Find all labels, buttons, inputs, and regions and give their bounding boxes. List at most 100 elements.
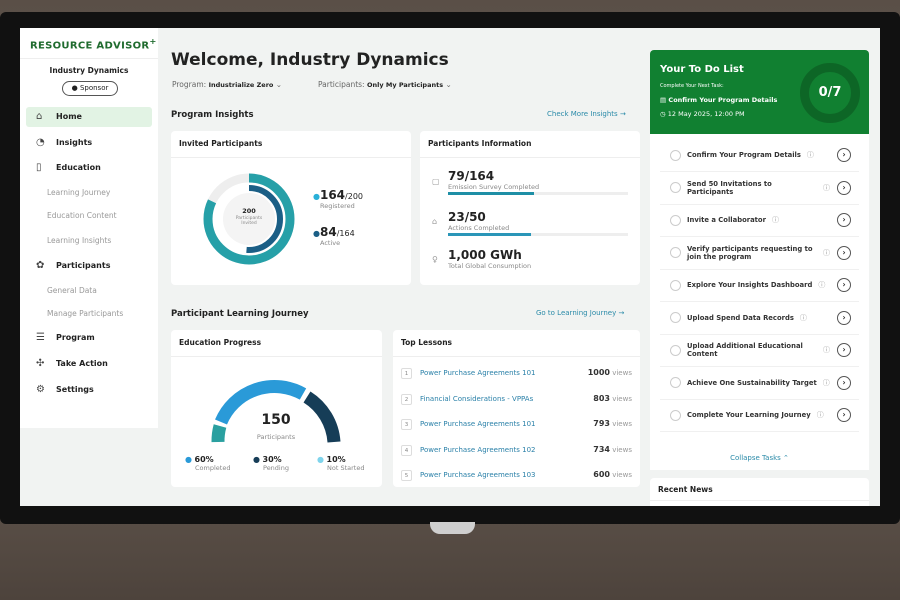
- help-icon[interactable]: ⓘ: [816, 411, 824, 419]
- chevron-right-icon[interactable]: ›: [837, 180, 851, 195]
- task-checkbox[interactable]: [670, 312, 681, 323]
- todo-title: Your To Do List: [660, 64, 744, 75]
- recent-news-card: Recent News: [650, 478, 869, 506]
- chevron-right-icon[interactable]: ›: [837, 310, 851, 325]
- sidebar-item-participants[interactable]: ✿ Participants: [26, 256, 152, 276]
- task-checkbox[interactable]: [670, 247, 681, 258]
- gear-icon: ⚙: [36, 384, 45, 395]
- todo-task[interactable]: Verify participants requesting to join t…: [660, 237, 859, 270]
- todo-task[interactable]: Complete Your Learning Journey ⓘ ›: [660, 399, 859, 432]
- lesson-row[interactable]: 4 Power Purchase Agreements 102 734 views: [401, 437, 632, 463]
- lesson-row[interactable]: 5 Power Purchase Agreements 103 600 views: [401, 462, 632, 488]
- lesson-rank: 5: [401, 470, 412, 481]
- chevron-up-icon: ⌃: [783, 454, 789, 462]
- active-stat: ●84/164 Active: [313, 225, 355, 247]
- chevron-right-icon[interactable]: ›: [837, 278, 851, 292]
- lesson-views: 793 views: [593, 419, 632, 428]
- sidebar-item-learning-journey[interactable]: Learning Journey: [47, 188, 111, 197]
- sidebar-item-education[interactable]: ▯ Education: [26, 158, 152, 178]
- chevron-right-icon[interactable]: ›: [837, 148, 851, 162]
- chevron-right-icon[interactable]: ›: [837, 408, 851, 422]
- sidebar-item-manage-participants[interactable]: Manage Participants: [47, 309, 124, 318]
- help-icon[interactable]: ⓘ: [823, 183, 830, 192]
- emission-survey-stat: 79/164 Emission Survey Completed: [448, 169, 540, 191]
- top-lessons-card: Top Lessons 1 Power Purchase Agreements 1…: [393, 330, 640, 487]
- sponsor-badge: ● Sponsor: [62, 81, 118, 96]
- go-to-learning-journey-link[interactable]: Go to Learning Journey →: [536, 309, 625, 317]
- lesson-row[interactable]: 2 Financial Considerations - VPPAs 803 vie…: [401, 386, 632, 412]
- help-icon[interactable]: ⓘ: [822, 378, 830, 387]
- chevron-right-icon[interactable]: ›: [837, 343, 851, 357]
- card-title: Education Progress: [179, 338, 262, 347]
- task-label: Upload Spend Data Records: [687, 313, 794, 322]
- task-label: Send 50 Invitations to Participants: [687, 179, 772, 196]
- next-task-label: Complete Your Next Task:: [660, 83, 724, 89]
- sidebar-item-general-data[interactable]: General Data: [47, 286, 97, 295]
- todo-task[interactable]: Send 50 Invitations to Participants ⓘ ›: [660, 172, 859, 205]
- help-icon[interactable]: ⓘ: [806, 151, 814, 159]
- collapse-tasks-button[interactable]: Collapse Tasks ⌃: [730, 454, 789, 462]
- lesson-views: 600 views: [593, 470, 632, 479]
- todo-task[interactable]: Upload Spend Data Records ⓘ ›: [660, 302, 859, 335]
- list-icon: ☰: [36, 332, 45, 343]
- help-icon[interactable]: ⓘ: [799, 313, 807, 322]
- lesson-title-link[interactable]: Financial Considerations - VPPAs: [420, 394, 534, 403]
- task-checkbox[interactable]: [670, 409, 681, 421]
- clock-icon: ◷: [660, 110, 666, 118]
- lesson-row[interactable]: 1 Power Purchase Agreements 101 1000 views: [401, 360, 632, 386]
- help-icon[interactable]: ⓘ: [823, 346, 830, 354]
- todo-task[interactable]: Confirm Your Program Details ⓘ ›: [660, 139, 859, 172]
- task-checkbox[interactable]: [670, 182, 681, 193]
- task-checkbox[interactable]: [670, 279, 681, 291]
- task-label: Explore Your Insights Dashboard: [687, 281, 813, 289]
- next-task-link[interactable]: ▤ Confirm Your Program Details: [660, 96, 778, 104]
- sidebar-item-program[interactable]: ☰ Program: [26, 328, 152, 348]
- help-icon[interactable]: ⓘ: [771, 216, 779, 224]
- task-label: Complete Your Learning Journey: [687, 411, 811, 419]
- legend-pending: ● 30% Pending: [253, 455, 289, 472]
- org-name: Industry Dynamics: [49, 66, 129, 75]
- check-more-insights-link[interactable]: Check More Insights →: [547, 110, 626, 118]
- actions-progress: [448, 233, 628, 236]
- todo-task[interactable]: Achieve One Sustainability Target ⓘ ›: [660, 367, 859, 400]
- help-icon[interactable]: ⓘ: [818, 281, 826, 289]
- task-checkbox[interactable]: [670, 344, 681, 356]
- sidebar-item-take-action[interactable]: ✣ Take Action: [26, 354, 152, 374]
- chevron-right-icon[interactable]: ›: [837, 245, 851, 260]
- arrow-right-icon: →: [619, 110, 626, 118]
- chevron-right-icon[interactable]: ›: [837, 213, 851, 227]
- sidebar-item-learning-insights[interactable]: Learning Insights: [47, 236, 112, 245]
- chevron-right-icon[interactable]: ›: [837, 375, 851, 390]
- program-insights-title: Program Insights: [171, 110, 254, 120]
- lesson-title-link[interactable]: Power Purchase Agreements 101: [420, 420, 536, 428]
- lesson-title-link[interactable]: Power Purchase Agreements 103: [420, 471, 536, 479]
- help-icon[interactable]: ⓘ: [823, 248, 830, 257]
- actions-stat: 23/50 Actions Completed: [448, 210, 510, 232]
- home-icon: ⌂: [36, 111, 43, 122]
- todo-task[interactable]: Explore Your Insights Dashboard ⓘ ›: [660, 269, 859, 302]
- todo-task[interactable]: Upload Additional Educational Content ⓘ ›: [660, 334, 859, 367]
- lesson-title-link[interactable]: Power Purchase Agreements 102: [420, 445, 536, 454]
- task-checkbox[interactable]: [670, 149, 681, 161]
- puzzle-icon: ✣: [36, 358, 45, 369]
- consumption-stat: 1,000 GWh Total Global Consumption: [448, 248, 532, 270]
- task-label: Invite a Collaborator: [687, 216, 766, 224]
- sidebar-item-insights[interactable]: ◔ Insights: [26, 133, 152, 153]
- logo: RESOURCE ADVISOR+: [30, 36, 157, 52]
- sidebar-item-education-content[interactable]: Education Content: [47, 211, 117, 220]
- lesson-row[interactable]: 3 Power Purchase Agreements 101 793 views: [401, 411, 632, 437]
- lesson-rank: 2: [401, 393, 412, 405]
- registered-stat: ●164/200 Registered: [313, 188, 364, 210]
- legend-completed: ● 60% Completed: [185, 455, 231, 472]
- task-checkbox[interactable]: [670, 377, 681, 388]
- legend-not-started: ● 10% Not Started: [317, 455, 365, 472]
- sidebar-item-settings[interactable]: ⚙ Settings: [26, 380, 152, 400]
- sidebar-item-home[interactable]: ⌂ Home: [26, 107, 152, 127]
- people-icon: ✿: [36, 260, 45, 271]
- program-select[interactable]: Program: Industrialize Zero ⌄: [172, 80, 283, 89]
- lesson-title-link[interactable]: Power Purchase Agreements 101: [420, 369, 536, 377]
- participants-select[interactable]: Participants: Only My Participants ⌄: [318, 80, 452, 89]
- task-checkbox[interactable]: [670, 214, 681, 226]
- todo-task[interactable]: Invite a Collaborator ⓘ ›: [660, 204, 859, 237]
- not-started-segment: [211, 424, 227, 443]
